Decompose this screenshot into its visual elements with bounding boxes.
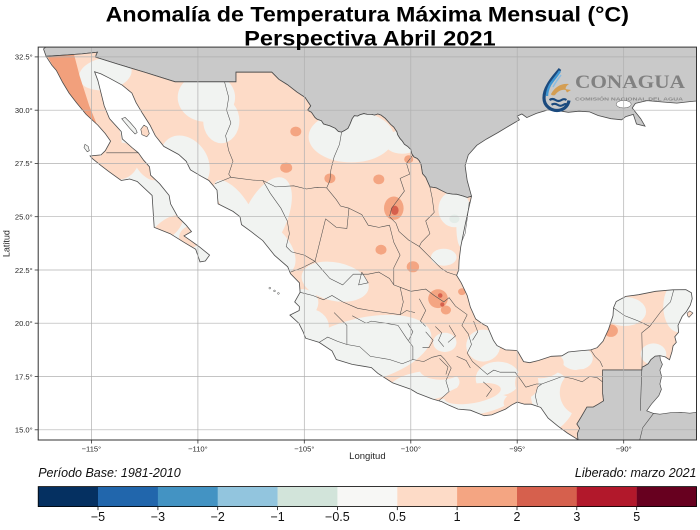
svg-text:−0.5: −0.5 [325,510,350,524]
svg-text:27.5°: 27.5° [15,159,33,168]
svg-text:Latitud: Latitud [2,230,12,257]
svg-text:COMISIÓN NACIONAL DEL AGUA: COMISIÓN NACIONAL DEL AGUA [575,94,684,101]
svg-text:CONAGUA: CONAGUA [575,73,686,93]
svg-text:30.0°: 30.0° [15,106,33,115]
svg-text:Perspectiva Abril 2021: Perspectiva Abril 2021 [244,27,496,51]
svg-text:Longitud: Longitud [349,451,385,462]
svg-text:2: 2 [514,510,521,524]
svg-text:−115°: −115° [82,444,102,453]
svg-text:15.0°: 15.0° [15,426,33,435]
svg-text:−5: −5 [91,510,105,524]
svg-text:1: 1 [454,510,461,524]
svg-text:0.5: 0.5 [389,510,406,524]
svg-text:20.0°: 20.0° [15,319,33,328]
svg-text:−105°: −105° [294,444,314,453]
svg-text:32.5°: 32.5° [15,53,33,62]
svg-text:−2: −2 [211,510,225,524]
svg-text:Liberado: marzo 2021: Liberado: marzo 2021 [575,466,697,480]
svg-text:5: 5 [633,510,640,524]
svg-text:−95°: −95° [509,444,525,453]
svg-text:17.5°: 17.5° [15,372,33,381]
svg-text:−90°: −90° [616,444,632,453]
svg-text:Anomalía de Temperatura Máxima: Anomalía de Temperatura Máxima Mensual (… [106,3,629,27]
svg-text:−1: −1 [270,510,284,524]
svg-text:25.0°: 25.0° [15,213,33,222]
svg-text:Período Base: 1981-2010: Período Base: 1981-2010 [38,466,181,480]
svg-text:−100°: −100° [401,444,421,453]
svg-text:−3: −3 [151,510,165,524]
svg-text:3: 3 [573,510,580,524]
svg-text:−110°: −110° [188,444,208,453]
svg-text:22.5°: 22.5° [15,266,33,275]
